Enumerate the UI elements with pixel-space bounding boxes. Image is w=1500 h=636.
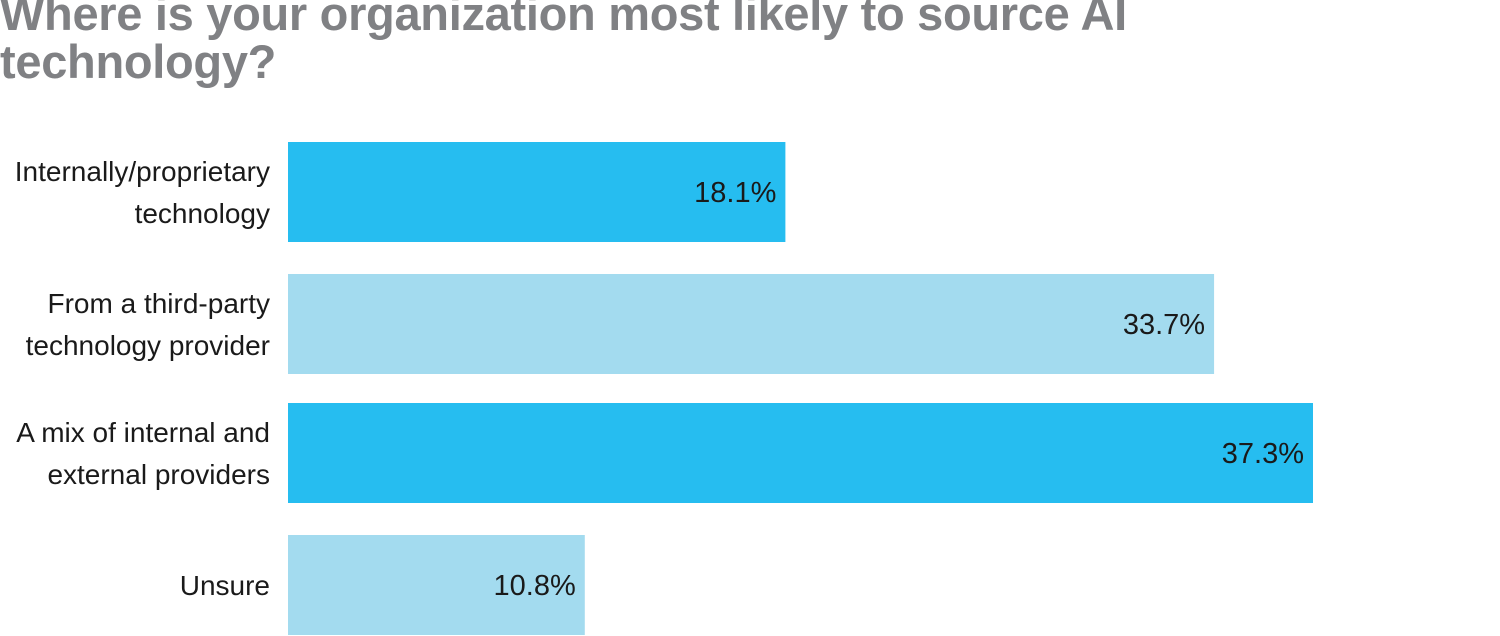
category-label-line: From a third-party [48, 288, 271, 319]
category-label-line: technology [135, 198, 270, 229]
value-label-2: 37.3% [1222, 438, 1304, 470]
bar-3 [288, 535, 585, 635]
category-label-line: external providers [47, 459, 270, 490]
category-label-0: Internally/proprietary technology [15, 156, 270, 229]
bar-1 [288, 274, 1215, 374]
bar-2 [288, 403, 1313, 503]
category-label-3: Unsure [180, 570, 270, 601]
category-label-2: A mix of internal and external providers [16, 417, 270, 490]
chart-title: Where is your organization most likely t… [0, 0, 1127, 88]
value-label-3: 10.8% [494, 570, 576, 602]
value-label-1: 33.7% [1123, 309, 1205, 341]
category-label-line: A mix of internal and [16, 417, 270, 448]
category-label-line: Internally/proprietary [15, 156, 270, 187]
category-label-1: From a third-party technology provider [26, 288, 270, 361]
category-label-line: technology provider [26, 330, 270, 361]
value-label-0: 18.1% [694, 177, 776, 209]
bar-0 [288, 142, 786, 242]
category-label-line: Unsure [180, 570, 270, 601]
